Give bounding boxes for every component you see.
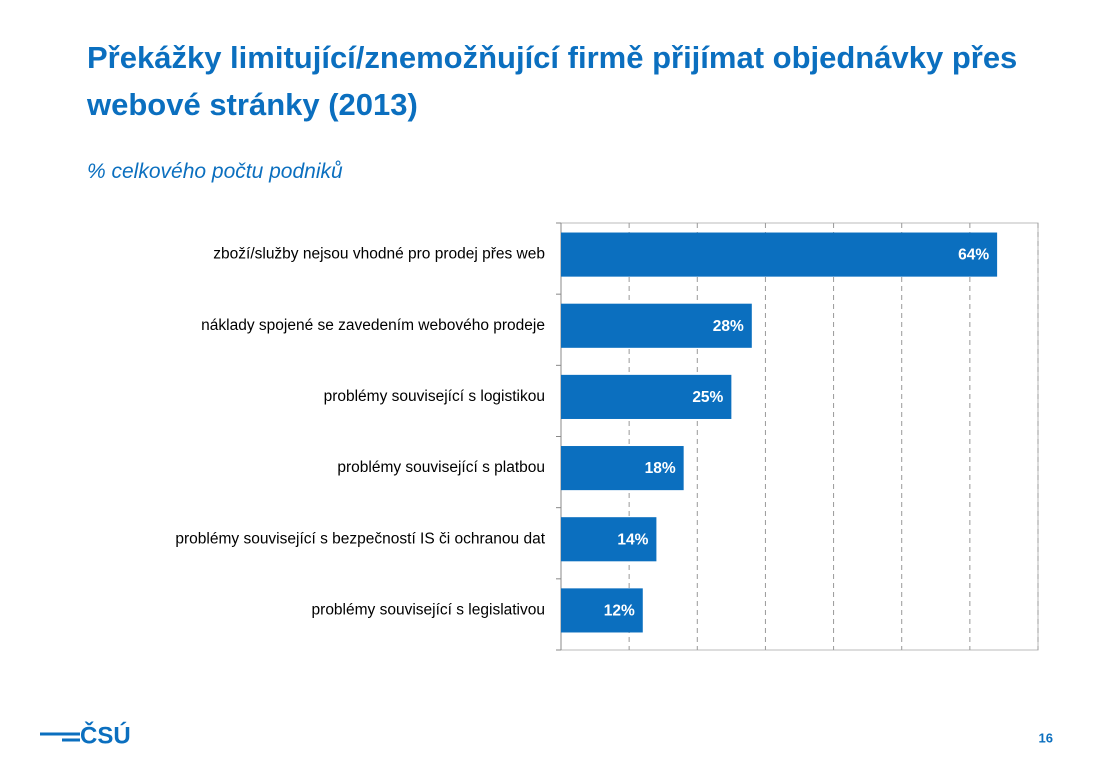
chart-title: Překážky limitující/znemožňující firmě p… (87, 40, 1018, 122)
logo-lines (40, 732, 80, 742)
plot-frame (560, 222, 1039, 651)
bar (561, 588, 643, 633)
category-label: problémy související s platbou (337, 459, 545, 476)
bar (561, 232, 998, 277)
page-number: 16 (1039, 730, 1053, 745)
category-label: problémy související s bezpečností IS či… (175, 530, 545, 547)
bar (561, 517, 657, 562)
value-label: 25% (692, 389, 723, 406)
category-label: problémy související s logistikou (324, 388, 545, 405)
value-label: 64% (958, 247, 989, 264)
bar (561, 446, 684, 491)
category-label: náklady spojené se zavedením webového pr… (201, 317, 545, 334)
bar (561, 374, 732, 419)
value-label: 12% (604, 603, 635, 620)
value-label: 18% (645, 460, 676, 477)
value-label: 28% (713, 318, 744, 335)
bar (561, 303, 752, 348)
value-label: 14% (617, 531, 648, 548)
chart-subtitle: % celkového počtu podniků (87, 160, 343, 183)
category-label: zboží/služby nejsou vhodné pro prodej př… (213, 246, 545, 263)
logo: ČSÚ (80, 721, 131, 749)
category-label: problémy související s legislativou (312, 602, 545, 619)
